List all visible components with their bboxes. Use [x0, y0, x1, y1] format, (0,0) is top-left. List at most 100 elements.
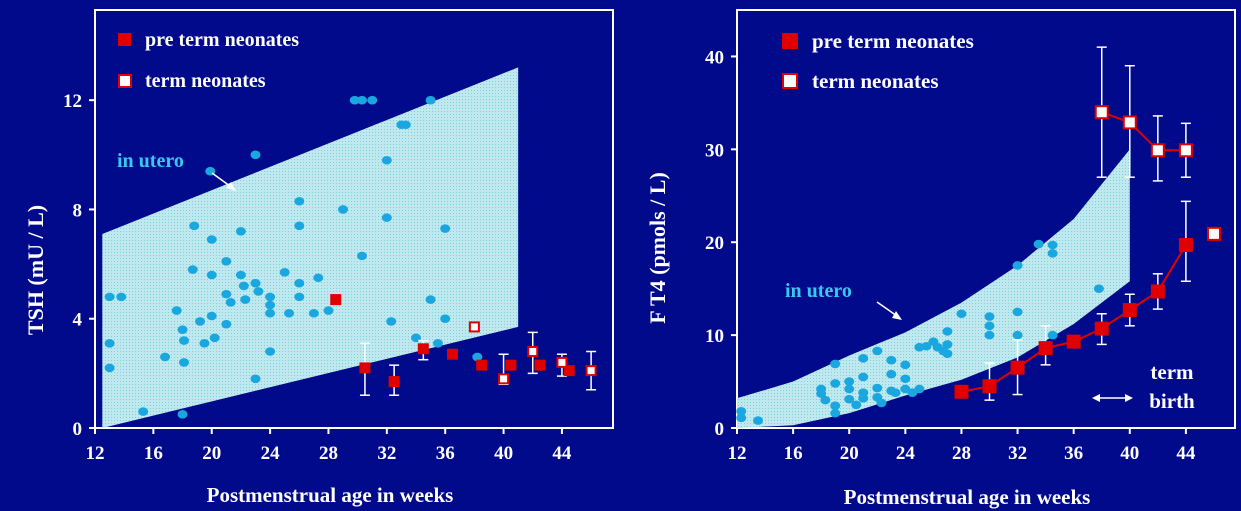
ft4-in-utero-point	[984, 312, 995, 321]
tsh-in-utero-point	[206, 270, 217, 280]
tsh-term-marker	[527, 346, 539, 358]
ft4-in-utero-point	[844, 394, 855, 404]
ft4-in-utero-point	[921, 341, 932, 351]
tsh-x-tick-label: 12	[86, 443, 105, 464]
tsh-in-utero-point	[400, 120, 411, 130]
tsh-y-axis-label: TSH (mU / L)	[23, 205, 48, 335]
tsh-in-utero-point	[221, 319, 232, 329]
tsh-in-utero-point	[138, 407, 149, 416]
ft4-in-utero-point	[900, 360, 911, 370]
ft4-x-tick-label: 32	[1008, 443, 1027, 464]
ft4-pre-term-marker	[1066, 334, 1081, 349]
tsh-y-tick-label: 12	[63, 91, 82, 112]
tsh-in-utero-point	[265, 308, 276, 318]
tsh-in-utero-point	[250, 374, 261, 384]
ft4-x-axis-label: Postmenstrual age in weeks	[844, 485, 1091, 509]
tsh-pre-term-marker	[330, 294, 342, 306]
tsh-pre-term-marker	[388, 376, 400, 388]
ft4-in-utero-point	[844, 384, 855, 394]
tsh-in-utero-point	[357, 95, 368, 105]
tsh-chart: 12 16 20 24 28 32 36 40 44 0 4 8 12 pre term neonate…	[23, 9, 614, 507]
ft4-in-utero-point	[830, 359, 841, 369]
ft4-in-utero-point	[858, 393, 869, 403]
tsh-in-utero-point	[225, 298, 236, 307]
tsh-in-utero-point	[221, 289, 232, 299]
ft4-in-utero-point	[876, 398, 887, 408]
ft4-in-utero-point	[851, 400, 862, 410]
ft4-legend-pre-term-marker	[782, 33, 798, 49]
ft4-term-marker	[1122, 115, 1137, 130]
tsh-in-utero-point	[294, 196, 305, 206]
ft4-pre-term-marker	[1038, 341, 1053, 356]
tsh-pre-term-marker	[534, 359, 546, 371]
tsh-neonate-markers	[330, 294, 597, 388]
ft4-y-tick-label: 0	[715, 419, 725, 440]
tsh-in-utero-point	[357, 251, 368, 261]
tsh-in-utero-point	[265, 347, 276, 356]
term-birth-arrowhead-right	[1125, 394, 1133, 402]
ft4-x-tick-label: 20	[840, 443, 859, 464]
ft4-chart: 12 16 20 24 28 32 36 40 44 0 10 20 30 40 pre term neo…	[645, 9, 1236, 509]
tsh-x-tick-label: 36	[436, 443, 455, 464]
ft4-plot-border	[736, 9, 1236, 429]
ft4-term-marker	[1150, 143, 1165, 158]
tsh-in-utero-point	[313, 273, 324, 283]
ft4-x-tick-label: 40	[1120, 443, 1139, 464]
tsh-x-tick-label: 40	[494, 443, 513, 464]
ft4-y-tick-label: 10	[705, 326, 724, 347]
ft4-in-utero-point	[1012, 330, 1023, 340]
tsh-x-axis-label: Postmenstrual age in weeks	[207, 483, 454, 507]
ft4-legend-term-marker	[782, 73, 798, 89]
tsh-in-utero-point	[265, 292, 276, 302]
tsh-in-utero-point	[177, 325, 188, 334]
tsh-legend-term-marker	[118, 74, 132, 88]
tsh-term-marker	[498, 373, 510, 385]
tsh-in-utero-point	[199, 339, 210, 348]
tsh-in-utero-point	[294, 278, 305, 288]
ft4-axis-ticks: 12 16 20 24 28 32 36 40 44 0 10 20 30 40	[705, 47, 1196, 464]
ft4-pre-term-marker	[1094, 321, 1109, 336]
ft4-in-utero-point	[942, 340, 953, 349]
term-birth-label-term: term	[1150, 360, 1194, 384]
ft4-in-utero-point	[830, 401, 841, 411]
ft4-in-utero-arrowhead	[892, 311, 902, 320]
ft4-in-utero-point	[886, 369, 897, 379]
tsh-in-utero-point	[279, 267, 290, 277]
ft4-pre-term-marker	[954, 384, 969, 399]
ft4-x-tick-label: 16	[784, 443, 803, 464]
ft4-pre-term-marker	[1178, 238, 1193, 253]
tsh-in-utero-points	[104, 95, 483, 419]
tsh-in-utero-point	[160, 352, 171, 362]
tsh-in-utero-point	[177, 410, 188, 419]
ft4-term-marker	[1178, 143, 1193, 158]
tsh-term-marker	[585, 365, 597, 377]
tsh-in-utero-point	[432, 339, 443, 348]
ft4-in-utero-point	[1047, 330, 1058, 340]
ft4-band-area	[737, 149, 1130, 429]
ft4-in-utero-point	[820, 395, 831, 405]
ft4-pre-term-marker	[1122, 303, 1137, 318]
tsh-in-utero-point	[235, 226, 246, 236]
ft4-x-tick-label: 36	[1064, 443, 1083, 464]
tsh-in-utero-point	[323, 306, 334, 315]
tsh-pre-term-marker	[417, 343, 429, 355]
tsh-legend-pre-term-marker	[118, 33, 131, 46]
tsh-pre-term-marker	[359, 362, 371, 374]
tsh-in-utero-point	[294, 221, 305, 231]
ft4-pre-term-marker	[982, 379, 997, 394]
tsh-in-utero-point	[338, 205, 349, 214]
tsh-in-utero-point	[179, 358, 190, 367]
ft4-legend-pre-term-label: pre term neonates	[812, 29, 974, 53]
ft4-in-utero-point	[753, 416, 764, 425]
ft4-x-tick-label: 28	[952, 443, 971, 464]
tsh-in-utero-point	[179, 336, 190, 345]
ft4-in-utero-point	[858, 354, 869, 363]
tsh-x-tick-label: 32	[377, 443, 396, 464]
ft4-in-utero-arrow	[876, 301, 898, 317]
ft4-in-utero-point	[1047, 240, 1058, 250]
tsh-in-utero-point	[308, 308, 319, 318]
tsh-x-tick-label: 20	[202, 443, 221, 464]
tsh-in-utero-point	[386, 317, 397, 326]
tsh-in-utero-point	[381, 213, 392, 222]
